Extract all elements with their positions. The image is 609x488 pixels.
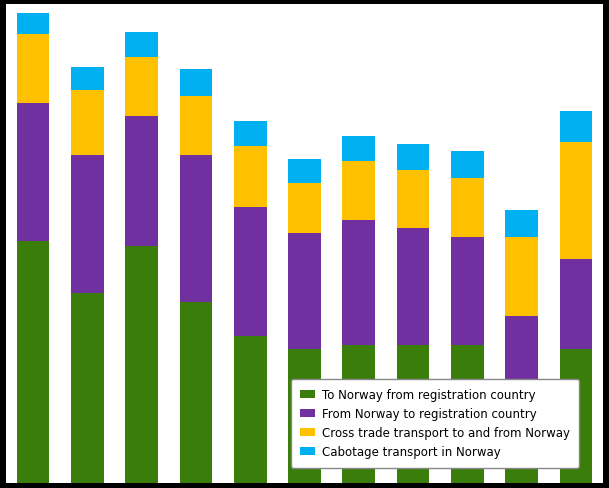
Bar <box>180 302 213 483</box>
Bar <box>505 211 538 238</box>
Bar <box>125 33 158 58</box>
Bar <box>125 58 158 117</box>
Bar <box>125 246 158 483</box>
Bar <box>342 220 375 345</box>
Bar <box>288 183 321 233</box>
Bar <box>451 152 484 179</box>
Bar <box>451 238 484 345</box>
Bar <box>342 162 375 220</box>
Bar <box>451 179 484 238</box>
Bar <box>17 104 49 242</box>
Bar <box>505 416 538 483</box>
Bar <box>234 147 267 207</box>
Bar <box>505 317 538 416</box>
Bar <box>342 345 375 483</box>
Bar <box>234 207 267 337</box>
Bar <box>451 345 484 483</box>
Bar <box>288 349 321 483</box>
Bar <box>180 156 213 302</box>
Bar <box>342 137 375 162</box>
Bar <box>125 117 158 246</box>
Bar <box>180 97 213 156</box>
Bar <box>71 293 104 483</box>
Bar <box>560 142 592 259</box>
Bar <box>234 337 267 483</box>
Bar <box>17 242 49 483</box>
Bar <box>396 170 429 229</box>
Bar <box>234 122 267 147</box>
Bar <box>17 35 49 104</box>
Bar <box>396 145 429 170</box>
Bar <box>396 345 429 483</box>
Bar <box>71 68 104 91</box>
Bar <box>505 238 538 317</box>
Legend: To Norway from registration country, From Norway to registration country, Cross : To Norway from registration country, Fro… <box>291 379 579 468</box>
Bar <box>17 14 49 35</box>
Bar <box>560 349 592 483</box>
Bar <box>560 259 592 349</box>
Bar <box>396 229 429 345</box>
Bar <box>180 70 213 97</box>
Bar <box>71 91 104 156</box>
Bar <box>288 233 321 349</box>
Bar <box>71 156 104 293</box>
Bar <box>288 160 321 183</box>
Bar <box>560 112 592 142</box>
